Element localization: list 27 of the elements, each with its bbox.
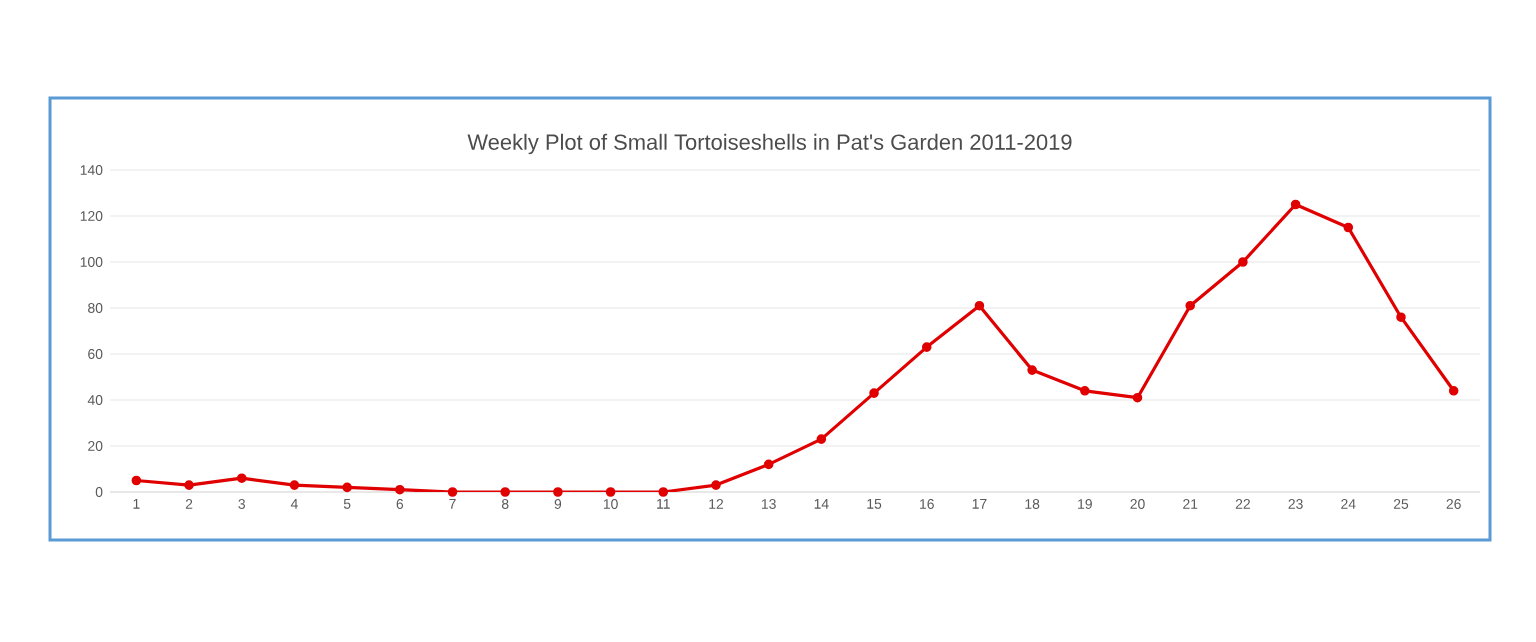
point <box>1448 386 1459 396</box>
chart-title: Weekly Plot of Small Tortoiseshells in Pat's Garden 2011-2019 <box>467 133 1072 155</box>
point <box>553 487 563 497</box>
point <box>763 459 774 470</box>
point <box>1396 312 1406 322</box>
point <box>1080 386 1090 396</box>
point <box>1343 222 1354 233</box>
point <box>658 487 669 497</box>
point <box>1238 257 1248 267</box>
point <box>605 487 616 497</box>
point <box>711 480 721 490</box>
point <box>500 487 510 497</box>
point <box>342 482 352 493</box>
point <box>236 473 247 483</box>
point <box>1132 392 1143 403</box>
point <box>184 480 194 490</box>
point <box>816 434 827 444</box>
point <box>921 342 932 352</box>
point <box>1290 199 1301 210</box>
point <box>131 475 142 486</box>
point <box>1027 365 1037 375</box>
point <box>974 300 985 311</box>
point <box>869 388 879 398</box>
point <box>447 487 458 497</box>
point <box>289 480 300 490</box>
point <box>395 484 405 495</box>
point <box>1185 300 1195 311</box>
